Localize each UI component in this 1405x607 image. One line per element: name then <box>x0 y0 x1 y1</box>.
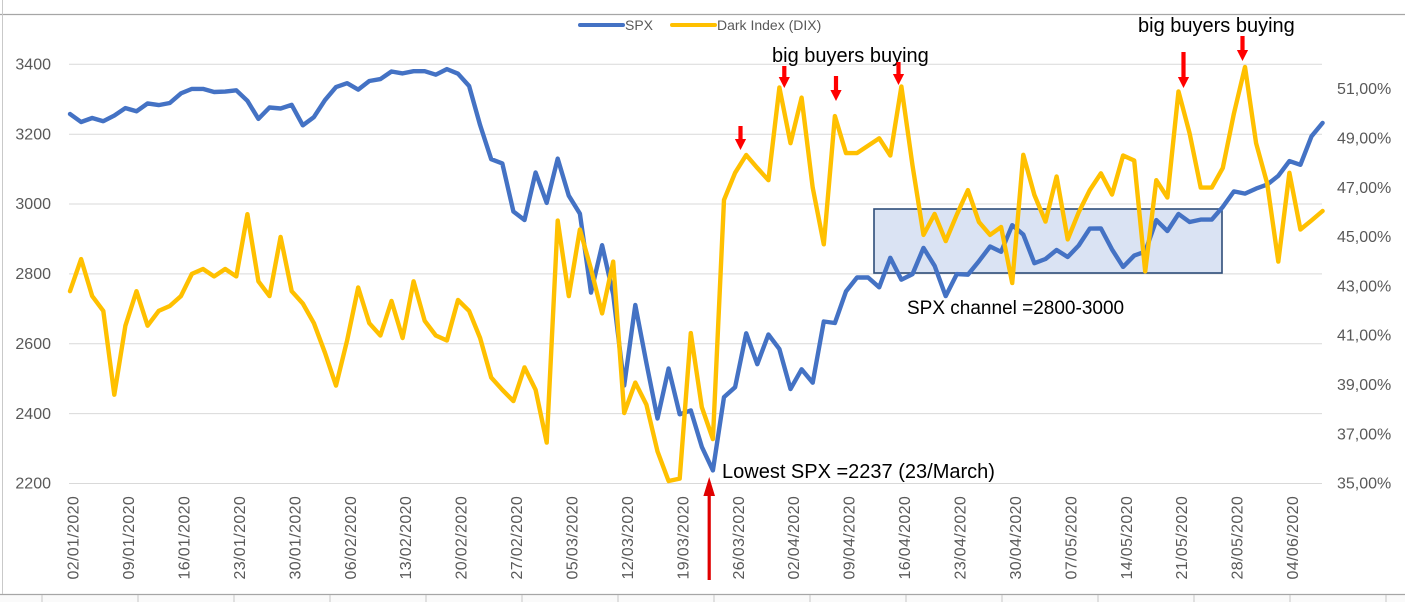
svg-text:07/05/2020: 07/05/2020 <box>1063 496 1080 580</box>
svg-text:3200: 3200 <box>15 126 51 143</box>
svg-text:06/02/2020: 06/02/2020 <box>343 496 360 580</box>
svg-text:45,00%: 45,00% <box>1337 229 1391 246</box>
svg-text:27/02/2020: 27/02/2020 <box>509 496 526 580</box>
svg-text:19/03/2020: 19/03/2020 <box>675 496 692 580</box>
svg-text:3000: 3000 <box>15 196 51 213</box>
svg-text:Dark Index (DIX): Dark Index (DIX) <box>717 17 821 33</box>
svg-text:SPX: SPX <box>625 17 654 33</box>
svg-text:21/05/2020: 21/05/2020 <box>1174 496 1191 580</box>
svg-text:23/01/2020: 23/01/2020 <box>232 496 249 580</box>
svg-text:12/03/2020: 12/03/2020 <box>620 496 637 580</box>
svg-text:16/04/2020: 16/04/2020 <box>897 496 914 580</box>
svg-text:13/02/2020: 13/02/2020 <box>398 496 415 580</box>
svg-text:30/04/2020: 30/04/2020 <box>1008 496 1025 580</box>
svg-text:35,00%: 35,00% <box>1337 476 1391 493</box>
svg-text:28/05/2020: 28/05/2020 <box>1230 496 1247 580</box>
svg-text:2800: 2800 <box>15 266 51 283</box>
svg-text:SPX channel =2800-3000: SPX channel =2800-3000 <box>907 298 1124 319</box>
svg-text:2600: 2600 <box>15 336 51 353</box>
svg-text:43,00%: 43,00% <box>1337 278 1391 295</box>
svg-text:39,00%: 39,00% <box>1337 377 1391 394</box>
svg-text:02/04/2020: 02/04/2020 <box>786 496 803 580</box>
svg-text:2400: 2400 <box>15 406 51 423</box>
svg-text:20/02/2020: 20/02/2020 <box>454 496 471 580</box>
svg-text:51,00%: 51,00% <box>1337 81 1391 98</box>
svg-text:big buyers buying: big buyers buying <box>1138 15 1295 37</box>
svg-text:47,00%: 47,00% <box>1337 180 1391 197</box>
svg-text:41,00%: 41,00% <box>1337 328 1391 345</box>
svg-text:16/01/2020: 16/01/2020 <box>177 496 194 580</box>
svg-text:04/06/2020: 04/06/2020 <box>1285 496 1302 580</box>
svg-text:37,00%: 37,00% <box>1337 426 1391 443</box>
svg-text:09/04/2020: 09/04/2020 <box>842 496 859 580</box>
svg-text:30/01/2020: 30/01/2020 <box>287 496 304 580</box>
svg-text:05/03/2020: 05/03/2020 <box>565 496 582 580</box>
svg-text:2200: 2200 <box>15 476 51 493</box>
svg-text:23/04/2020: 23/04/2020 <box>953 496 970 580</box>
svg-text:3400: 3400 <box>15 57 51 74</box>
svg-text:09/01/2020: 09/01/2020 <box>121 496 138 580</box>
svg-text:26/03/2020: 26/03/2020 <box>731 496 748 580</box>
svg-text:14/05/2020: 14/05/2020 <box>1119 496 1136 580</box>
svg-text:02/01/2020: 02/01/2020 <box>66 496 83 580</box>
svg-text:49,00%: 49,00% <box>1337 131 1391 148</box>
svg-text:big buyers buying: big buyers buying <box>772 45 929 67</box>
svg-text:Lowest SPX =2237 (23/March): Lowest SPX =2237 (23/March) <box>722 461 995 483</box>
